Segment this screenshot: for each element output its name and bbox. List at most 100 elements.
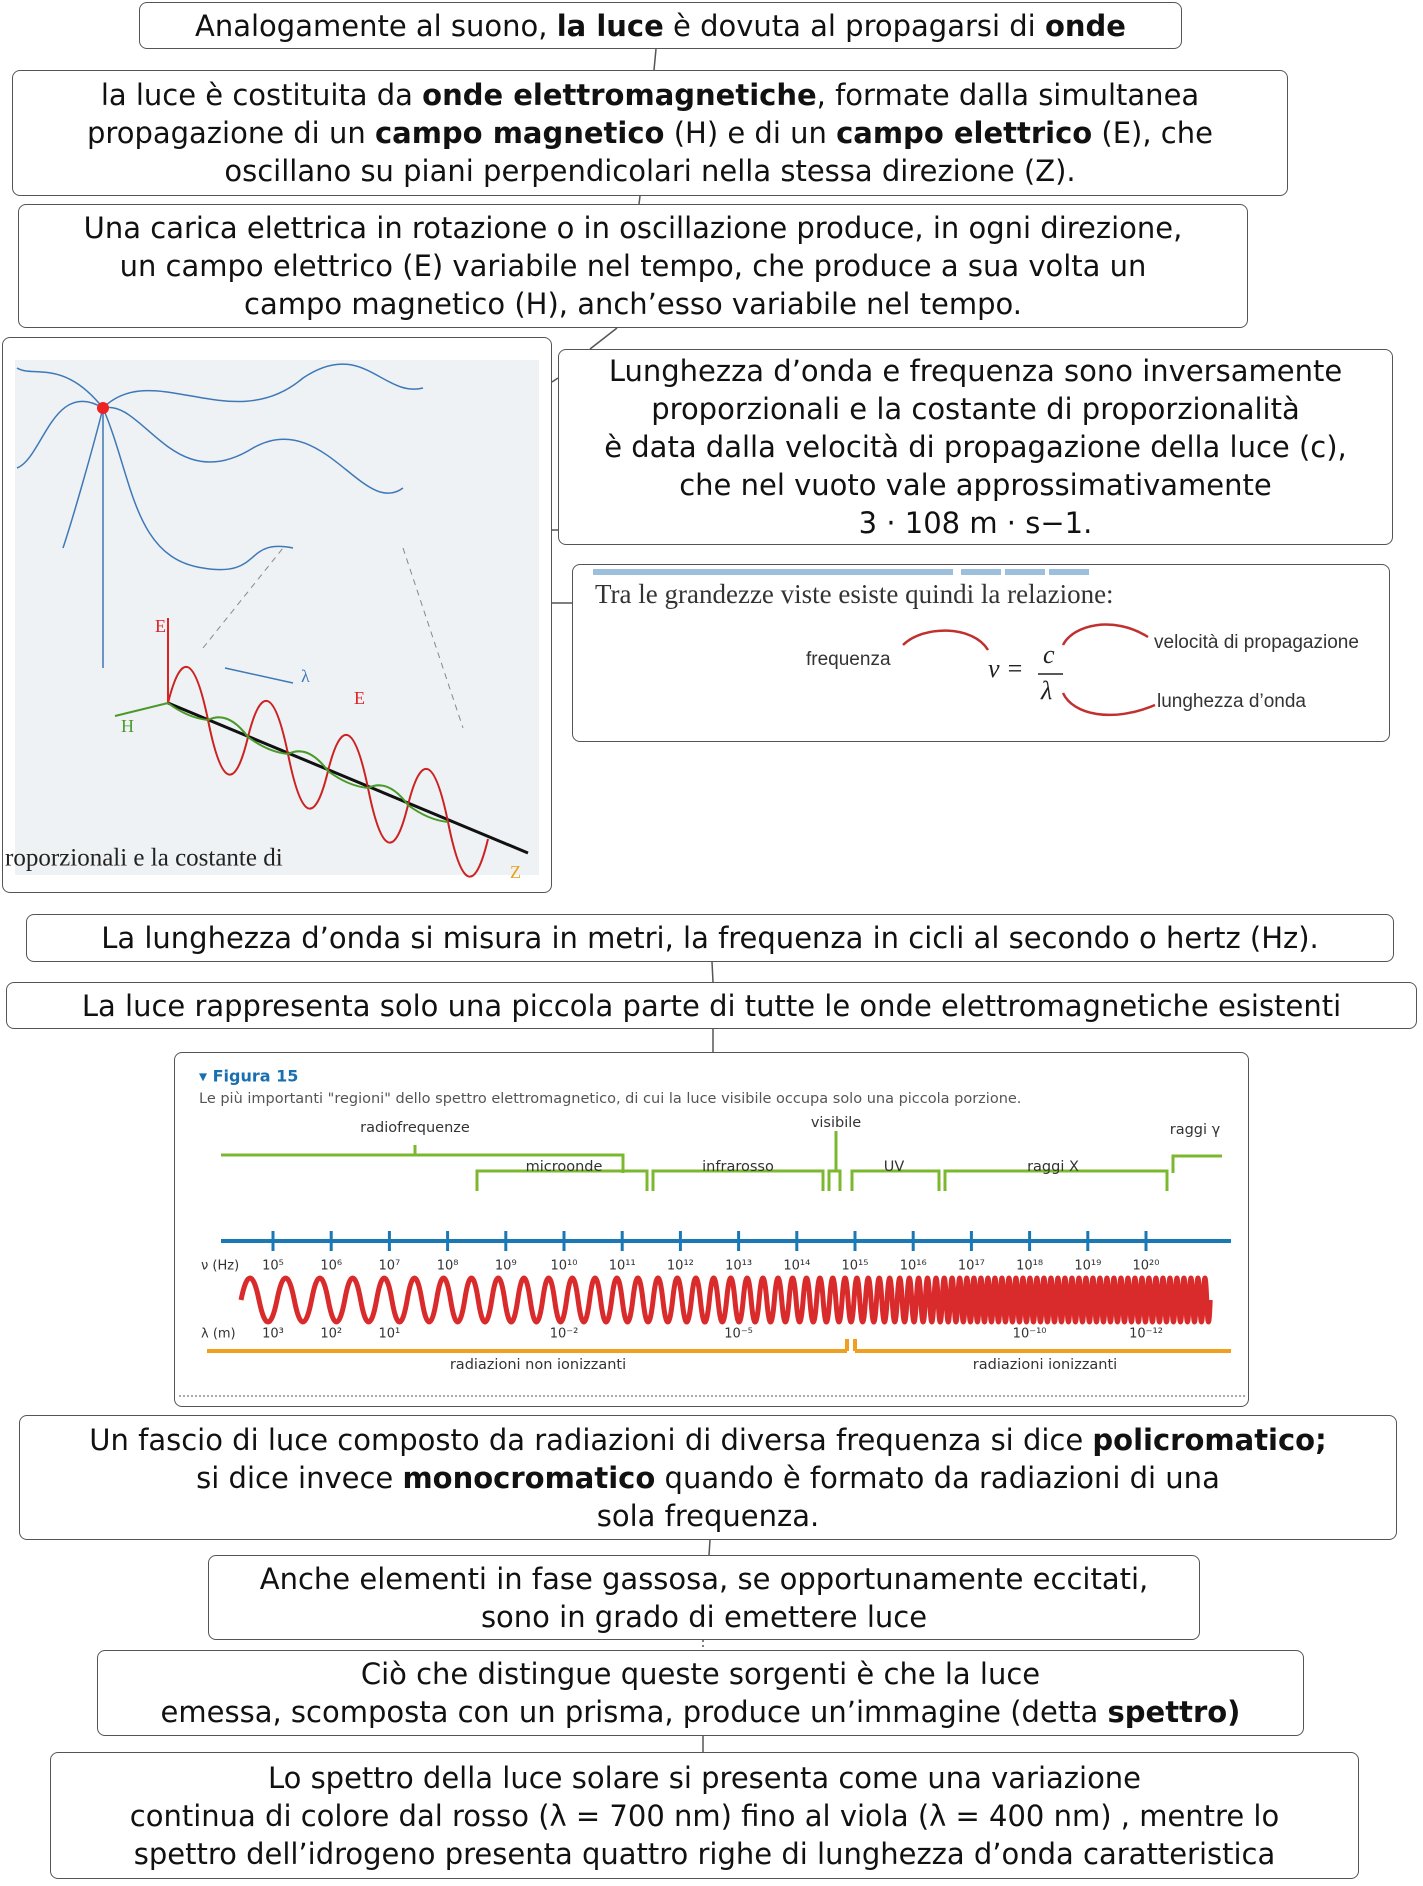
- text-line: Analogamente al suono, la luce è dovuta …: [195, 7, 1126, 45]
- text: (E), che: [1092, 116, 1213, 150]
- bold-text: spettro): [1107, 1695, 1241, 1729]
- region-label: microonde: [526, 1159, 603, 1175]
- text: oscillano su piani perpendicolari nella …: [224, 154, 1076, 188]
- text-line: Lunghezza d’onda e frequenza sono invers…: [609, 352, 1342, 390]
- figure-caption: Le più importanti "regioni" dello spettr…: [199, 1091, 1021, 1107]
- concept-node: Analogamente al suono, la luce è dovuta …: [139, 2, 1182, 49]
- freq-tick-label: 10⁸: [437, 1259, 459, 1274]
- text: un campo elettrico (E) variabile nel tem…: [119, 249, 1147, 283]
- text: la luce è costituita da: [100, 78, 423, 112]
- axis-label: E: [354, 688, 365, 708]
- label: lunghezza d’onda: [1157, 691, 1306, 712]
- spectrum-svg: ▾ Figura 15 Le più importanti "regioni" …: [179, 1067, 1246, 1397]
- freq-tick-label: 10⁵: [262, 1259, 284, 1274]
- text: quando è formato da radiazioni di una: [655, 1460, 1220, 1495]
- region-label: infrarosso: [702, 1159, 774, 1175]
- text-line: La lunghezza d’onda si misura in metri, …: [101, 919, 1319, 957]
- text-line: Un fascio di luce composto da radiazioni…: [89, 1421, 1326, 1459]
- region-label: radiofrequenze: [360, 1120, 470, 1136]
- text: campo magnetico (H), anch’esso variabile…: [244, 287, 1022, 321]
- text: Lunghezza d’onda e frequenza sono invers…: [608, 354, 1343, 388]
- wl-tick-label: 10¹: [379, 1327, 401, 1342]
- bold-text: campo magnetico: [374, 116, 665, 150]
- text: Un fascio di luce composto da radiazioni…: [89, 1422, 1093, 1457]
- concept-node: Una carica elettrica in rotazione o in o…: [18, 204, 1248, 328]
- text-line: che nel vuoto vale approssimativamente: [679, 466, 1272, 504]
- bold-text: policromatico;: [1092, 1422, 1327, 1457]
- text-line: la luce è costituita da onde elettromagn…: [101, 76, 1199, 114]
- text-line: Ciò che distingue queste sorgenti è che …: [361, 1655, 1040, 1693]
- text: Ciò che distingue queste sorgenti è che …: [360, 1657, 1041, 1691]
- concept-node: Anche elementi in fase gassosa, se oppor…: [208, 1555, 1200, 1640]
- freq-tick-label: 10¹¹: [609, 1259, 636, 1274]
- wl-tick-label: 10²: [320, 1327, 342, 1342]
- freq-tick-label: 10¹⁵: [842, 1259, 869, 1274]
- text-line: un campo elettrico (E) variabile nel tem…: [120, 247, 1147, 285]
- text: è data dalla velocità di propagazione de…: [604, 430, 1347, 464]
- spectrum-figure: ▾ Figura 15 Le più importanti "regioni" …: [174, 1052, 1249, 1407]
- freq-tick-label: 10¹²: [667, 1259, 694, 1274]
- concept-node: La lunghezza d’onda si misura in metri, …: [26, 914, 1394, 962]
- wl-tick-label: 10⁻²: [550, 1327, 579, 1342]
- text-line: Una carica elettrica in rotazione o in o…: [84, 209, 1183, 247]
- region-label: visibile: [811, 1115, 861, 1131]
- freq-tick-label: 10²⁰: [1133, 1259, 1160, 1274]
- text: (H) e di un: [664, 116, 837, 150]
- axis-title: ν (Hz): [201, 1259, 239, 1274]
- label: velocità di propagazione: [1154, 632, 1359, 653]
- freq-tick-label: 10¹⁷: [958, 1259, 985, 1274]
- text: La luce rappresenta solo una piccola par…: [81, 988, 1342, 1023]
- bold-text: monocromatico: [402, 1460, 656, 1495]
- concept-node: La luce rappresenta solo una piccola par…: [6, 982, 1417, 1029]
- text-line: 3 · 108 m · s−1.: [859, 504, 1093, 542]
- text: proporzionali e la costante di proporzio…: [651, 392, 1300, 426]
- label: frequenza: [806, 649, 891, 670]
- band-label: radiazioni ionizzanti: [973, 1357, 1117, 1373]
- heading: Tra le grandezze viste esiste quindi la …: [595, 579, 1114, 609]
- concept-node: Lunghezza d’onda e frequenza sono invers…: [558, 349, 1393, 545]
- freq-tick-label: 10⁶: [320, 1259, 342, 1274]
- axis-label: H: [121, 716, 134, 736]
- text-line: Anche elementi in fase gassosa, se oppor…: [260, 1560, 1149, 1598]
- axis-label: Z: [510, 862, 521, 882]
- text: sola frequenza.: [596, 1498, 820, 1533]
- text-line: La luce rappresenta solo una piccola par…: [82, 987, 1341, 1025]
- concept-node: Lo spettro della luce solare si presenta…: [50, 1752, 1359, 1879]
- text: si dice invece: [196, 1460, 403, 1495]
- freq-tick-label: 10¹⁸: [1016, 1259, 1043, 1274]
- axis-label: E: [155, 616, 166, 636]
- formula: λ: [1040, 676, 1052, 705]
- bold-text: la luce: [556, 8, 664, 43]
- wl-tick-label: 10⁻⁵: [724, 1327, 753, 1342]
- freq-tick-label: 10⁷: [379, 1259, 401, 1274]
- text-line: continua di colore dal rosso (λ = 700 nm…: [130, 1797, 1279, 1835]
- concept-node: la luce è costituita da onde elettromagn…: [12, 70, 1288, 196]
- band-label: radiazioni non ionizzanti: [450, 1357, 626, 1373]
- formula: c: [1043, 640, 1055, 669]
- region-label: raggi X: [1027, 1159, 1079, 1175]
- text: che nel vuoto vale approssimativamente: [679, 468, 1272, 502]
- freq-tick-label: 10¹⁴: [783, 1259, 810, 1274]
- text: sono in grado di emettere luce: [480, 1599, 928, 1634]
- text-line: è data dalla velocità di propagazione de…: [604, 428, 1347, 466]
- wl-tick-label: 10⁻¹⁰: [1013, 1327, 1047, 1342]
- concept-node: Un fascio di luce composto da radiazioni…: [19, 1415, 1397, 1540]
- text: 3 · 108 m · s−1.: [858, 506, 1093, 540]
- text: Anche elementi in fase gassosa, se oppor…: [259, 1561, 1149, 1596]
- bold-text: onde elettromagnetiche: [422, 78, 817, 112]
- figure-title: ▾ Figura 15: [199, 1067, 298, 1086]
- region-label: UV: [884, 1159, 905, 1175]
- bold-text: onde: [1044, 8, 1126, 43]
- freq-tick-label: 10¹⁹: [1074, 1259, 1101, 1274]
- text-line: propagazione di un campo magnetico (H) e…: [87, 114, 1213, 152]
- text-line: si dice invece monocromatico quando è fo…: [196, 1459, 1220, 1497]
- text: Analogamente al suono,: [195, 8, 557, 43]
- figure-caption: roporzionali e la costante di: [5, 845, 283, 872]
- text: La lunghezza d’onda si misura in metri, …: [101, 921, 1319, 955]
- text: Una carica elettrica in rotazione o in o…: [83, 211, 1183, 245]
- text-line: spettro dell’idrogeno presenta quattro r…: [134, 1835, 1276, 1873]
- text: continua di colore dal rosso (λ = 700 nm…: [129, 1798, 1280, 1833]
- wave-figure: E H λ E Z roporzionali e la costante di: [2, 337, 552, 893]
- freq-tick-label: 10¹³: [725, 1259, 752, 1274]
